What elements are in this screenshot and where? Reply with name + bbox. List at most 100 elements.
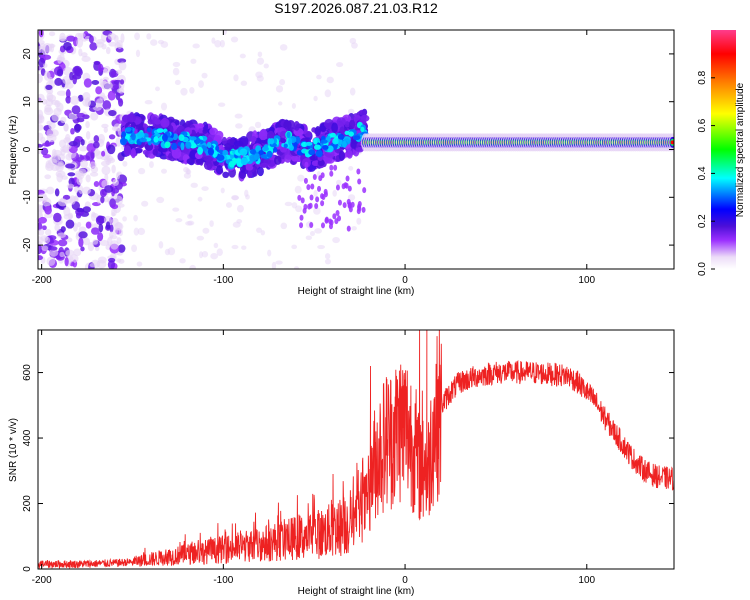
heatmap-blob [144,100,153,105]
heatmap-blob [353,135,361,140]
heatmap-blob [46,120,53,126]
heatmap-blob [210,252,219,260]
heatmap-blob [274,155,282,165]
heatmap-blob [46,133,57,143]
heatmap-blob [40,147,49,156]
heatmap-blob [104,81,113,90]
heatmap-blob [56,68,64,77]
colorbar-gradient [711,30,736,269]
heatmap-blob [83,78,92,88]
heatmap-blob [68,141,78,147]
snr-series-line [38,330,674,569]
heatmap-blob [332,237,340,244]
heatmap-blob [187,220,195,226]
heatmap-blob [38,216,48,224]
x-tick-label: 0 [402,575,408,586]
heatmap-blob [87,242,95,252]
heatmap-blob [89,42,98,51]
heatmap-blob [241,245,247,250]
heatmap-blob [65,95,72,104]
x-tick-label: -200 [32,575,52,586]
heatmap-blob [245,164,254,171]
heatmap-blob [220,187,225,194]
heatmap-blob [99,239,110,246]
heatmap-blob [67,172,76,177]
heatmap-blob [197,146,203,155]
heatmap-blob [100,196,105,204]
heatmap-blob [175,218,183,223]
heatmap-blob [97,63,104,73]
heatmap-blob [213,242,219,249]
heatmap-blob [69,71,74,81]
heatmap-blob [83,237,91,246]
heatmap-blob [153,136,159,143]
heatmap-blob [275,260,283,265]
x-tick-label: 100 [578,275,595,286]
heatmap-blob [326,76,334,84]
heatmap-blob [185,120,191,128]
heatmap-blob [55,170,66,178]
heatmap-blob [361,206,366,213]
heatmap-blob [288,137,293,146]
heatmap-blob [82,186,91,195]
heatmap-blob [180,142,185,151]
heatmap-blob [57,54,63,64]
y-tick-label: 0 [22,566,33,572]
heatmap-blob [313,139,318,145]
heatmap-blob [299,222,304,229]
heatmap-blob [305,141,313,146]
heatmap-blob [71,105,81,115]
heatmap-blob [103,215,112,225]
heatmap-blob [179,258,186,264]
heatmap-blob [54,223,61,232]
heatmap-blob [348,131,355,137]
heatmap-blob [107,260,116,269]
heatmap-blob [215,165,223,175]
heatmap-blob [344,121,350,128]
heatmap-blob [275,85,284,93]
heatmap-blob [186,158,195,165]
colorbar: 0.0 0.2 0.4 0.6 0.8 Normalized spectral ampl… [697,30,746,276]
x-tick-label: -100 [213,575,233,586]
heatmap-blob [74,135,83,143]
heatmap-blob [81,55,91,63]
heatmap-blob [172,67,180,76]
heatmap-blob [116,69,123,75]
heatmap-blob [59,251,65,258]
heatmap-blob [108,134,116,140]
heatmap-blob [44,104,52,113]
heatmap-blob [288,144,294,151]
y-tick-label: -20 [22,237,33,252]
heatmap-blob [93,60,101,65]
heatmap-blob [320,200,325,207]
heatmap-blob [79,145,88,152]
heatmap-blob [50,153,61,164]
heatmap-blob [356,168,361,175]
colorbar-tick-label: 0.8 [697,70,708,84]
heatmap-blob [317,244,325,250]
heatmap-blob [149,161,154,169]
heatmap-blob [95,86,103,95]
heatmap-blob [273,147,278,153]
heatmap-blob [329,170,334,177]
heatmap-blob [89,161,97,169]
heatmap-blob [108,41,117,47]
heatmap-blob [157,147,168,153]
x-tick-label: 100 [578,575,595,586]
heatmap-blob [267,249,272,257]
heatmap-blob [38,147,42,155]
heatmap-blob [102,100,112,111]
heatmap-blob [280,222,288,230]
heatmap-blob [58,36,67,42]
heatmap-blob [357,205,362,212]
heatmap-blob [142,149,150,156]
heatmap-blob [225,202,233,208]
heatmap-blob [190,182,198,188]
heatmap-blob [299,214,304,221]
heatmap-blob [38,193,47,198]
heatmap-blob [42,197,52,207]
heatmap-blob [297,194,302,201]
heatmap-blob [336,62,344,68]
heatmap-blob [108,257,116,263]
heatmap-blob [313,189,318,198]
